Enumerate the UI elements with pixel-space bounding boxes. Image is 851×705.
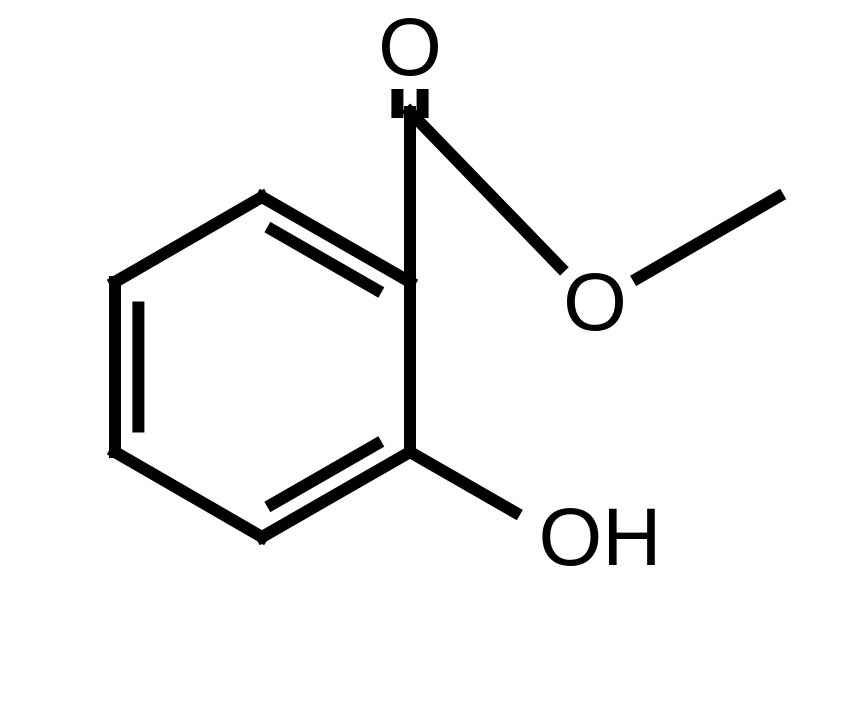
molecule-diagram: O O OH [0, 0, 851, 705]
svg-text:OH: OH [539, 492, 662, 583]
svg-text:O: O [563, 257, 627, 348]
svg-text:O: O [378, 2, 442, 93]
